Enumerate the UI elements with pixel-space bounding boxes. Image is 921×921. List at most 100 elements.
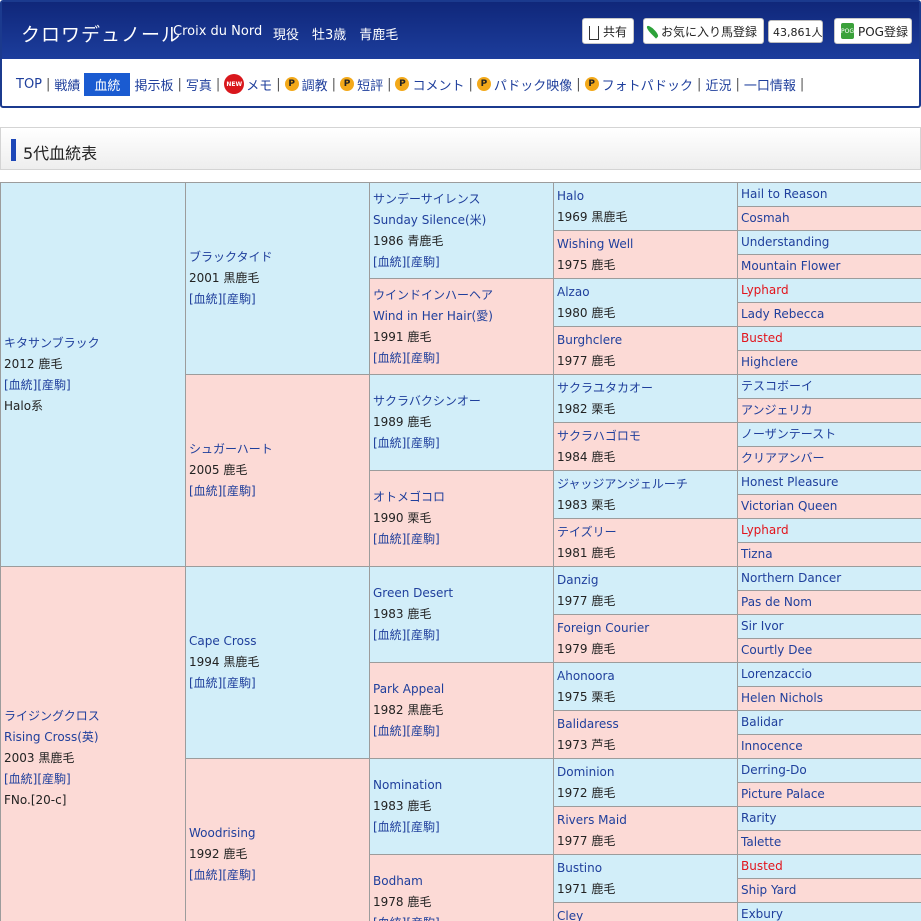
horse-name-link[interactable]: Lorenzaccio <box>741 667 812 681</box>
horse-name-link[interactable]: ノーザンテースト <box>741 427 837 441</box>
foal-link[interactable]: [産駒] <box>222 292 256 306</box>
horse-name-link[interactable]: Honest Pleasure <box>741 475 839 489</box>
horse-name-link[interactable]: Hail to Reason <box>741 187 828 201</box>
nav-item[interactable]: 一口情報 <box>744 75 796 94</box>
foal-link[interactable]: [産駒] <box>406 628 440 642</box>
horse-name-link[interactable]: Pas de Nom <box>741 595 812 609</box>
nav-item[interactable]: P 短評 <box>340 75 383 94</box>
horse-name-link[interactable]: アンジェリカ <box>741 403 813 417</box>
nav-item[interactable]: P フォトパドック <box>584 75 693 94</box>
horse-name-link[interactable]: テスコボーイ <box>741 379 814 393</box>
horse-name-link[interactable]: Innocence <box>741 739 803 753</box>
horse-name-link[interactable]: Balidar <box>741 715 784 729</box>
horse-name-link[interactable]: Exbury <box>741 907 783 921</box>
horse-name-link[interactable]: Ahonoora <box>557 668 615 683</box>
horse-name-link[interactable]: ジャッジアンジェルーチ <box>557 476 688 491</box>
horse-name-link[interactable]: Lyphard <box>741 523 789 537</box>
favorite-button[interactable]: お気に入り馬登録 <box>643 18 764 44</box>
foal-link[interactable]: [産駒] <box>406 254 440 269</box>
foal-link[interactable]: [産駒] <box>406 436 440 450</box>
nav-item[interactable]: 掲示板 <box>134 75 173 94</box>
nav-item[interactable]: 血統 <box>84 72 131 96</box>
nav-item[interactable]: P パドック映像 <box>476 75 572 94</box>
horse-name-link[interactable]: シュガーハート <box>189 442 273 456</box>
blood-link[interactable]: [血統] <box>189 292 223 306</box>
blood-link[interactable]: [血統] <box>189 484 223 498</box>
horse-name-link[interactable]: Alzao <box>557 284 590 299</box>
nav-item[interactable]: TOP <box>16 77 42 92</box>
foal-link[interactable]: [産駒] <box>406 820 440 834</box>
horse-name-link[interactable]: Lady Rebecca <box>741 307 825 321</box>
horse-name-link[interactable]: Understanding <box>741 235 830 249</box>
blood-link[interactable]: [血統] <box>373 820 407 834</box>
horse-name-link[interactable]: Bustino <box>557 860 603 875</box>
horse-name-link[interactable]: ウインドインハーヘア <box>373 287 494 302</box>
horse-name-link[interactable]: Danzig <box>557 572 599 587</box>
horse-name-link[interactable]: Park Appeal <box>373 682 445 696</box>
horse-name-link[interactable]: Balidaress <box>557 716 619 731</box>
horse-name-link[interactable]: Rivers Maid <box>557 812 627 827</box>
foal-link[interactable]: [産駒] <box>406 350 440 365</box>
horse-name-link[interactable]: Green Desert <box>373 586 454 600</box>
blood-link[interactable]: [血統] <box>373 916 406 921</box>
horse-name-link[interactable]: ブラックタイド <box>189 250 273 264</box>
horse-name-link[interactable]: Ship Yard <box>741 883 797 897</box>
horse-name-link[interactable]: Busted <box>741 859 783 873</box>
nav-item[interactable]: P コメント <box>395 75 464 94</box>
nav-item[interactable]: NEW メモ <box>224 74 272 94</box>
horse-name-link[interactable]: Sir Ivor <box>741 619 784 633</box>
horse-name-link[interactable]: オトメゴコロ <box>373 490 446 504</box>
horse-name-link[interactable]: サクラハゴロモ <box>557 428 641 443</box>
pog-button[interactable]: POG POG登録 <box>834 18 912 44</box>
share-button[interactable]: 共有 <box>582 18 634 44</box>
horse-name-link[interactable]: Nomination <box>373 778 443 792</box>
foal-link[interactable]: [産駒] <box>222 868 256 882</box>
horse-name-link[interactable]: Woodrising <box>189 826 256 840</box>
foal-link[interactable]: [産駒] <box>222 484 256 498</box>
horse-name-link[interactable]: Cape Cross <box>189 634 257 648</box>
horse-name-link[interactable]: Highclere <box>741 355 798 369</box>
horse-name-link[interactable]: Dominion <box>557 764 615 779</box>
horse-name-link[interactable]: サクラユタカオー <box>557 380 654 395</box>
horse-name-en-link[interactable]: Wind in Her Hair(愛) <box>373 308 493 323</box>
horse-name-link[interactable]: Halo <box>557 188 585 203</box>
blood-link[interactable]: [血統] <box>189 868 223 882</box>
horse-name-link[interactable]: Helen Nichols <box>741 691 823 705</box>
blood-link[interactable]: [血統] <box>4 377 38 392</box>
blood-link[interactable]: [血統] <box>189 676 223 690</box>
horse-name-link[interactable]: Courtly Dee <box>741 643 813 657</box>
foal-link[interactable]: [産駒] <box>37 772 71 786</box>
horse-name-en-link[interactable]: Rising Cross(英) <box>4 730 99 744</box>
horse-name-link[interactable]: キタサンブラック <box>4 335 100 350</box>
horse-name-link[interactable]: Picture Palace <box>741 787 825 801</box>
foal-link[interactable]: [産駒] <box>222 676 256 690</box>
horse-name-link[interactable]: Rarity <box>741 811 777 825</box>
blood-link[interactable]: [血統] <box>373 724 407 738</box>
horse-name-link[interactable]: Tizna <box>741 547 773 561</box>
horse-name-link[interactable]: ライジングクロス <box>4 709 100 723</box>
horse-name-link[interactable]: Derring-Do <box>741 763 807 777</box>
blood-link[interactable]: [血統] <box>373 532 407 546</box>
horse-name-link[interactable]: Wishing Well <box>557 236 634 251</box>
blood-link[interactable]: [血統] <box>373 436 407 450</box>
horse-name-link[interactable]: Bodham <box>373 874 423 888</box>
horse-name-link[interactable]: サンデーサイレンス <box>373 191 481 206</box>
nav-item[interactable]: 写真 <box>186 75 212 94</box>
horse-name-link[interactable]: テイズリー <box>557 524 617 539</box>
horse-name-link[interactable]: Northern Dancer <box>741 571 842 585</box>
foal-link[interactable]: [産駒] <box>406 916 439 921</box>
foal-link[interactable]: [産駒] <box>406 724 440 738</box>
horse-name-link[interactable]: Victorian Queen <box>741 499 838 513</box>
foal-link[interactable]: [産駒] <box>406 532 440 546</box>
horse-name-link[interactable]: Cley <box>557 908 584 921</box>
horse-name-link[interactable]: Talette <box>741 835 782 849</box>
horse-name-link[interactable]: クリアアンバー <box>741 451 825 465</box>
blood-link[interactable]: [血統] <box>373 350 407 365</box>
horse-name-link[interactable]: Busted <box>741 331 783 345</box>
blood-link[interactable]: [血統] <box>373 628 407 642</box>
blood-link[interactable]: [血統] <box>373 254 407 269</box>
horse-name-link[interactable]: Foreign Courier <box>557 620 650 635</box>
horse-name-link[interactable]: Lyphard <box>741 283 789 297</box>
foal-link[interactable]: [産駒] <box>37 377 71 392</box>
horse-name-link[interactable]: Burghclere <box>557 332 623 347</box>
